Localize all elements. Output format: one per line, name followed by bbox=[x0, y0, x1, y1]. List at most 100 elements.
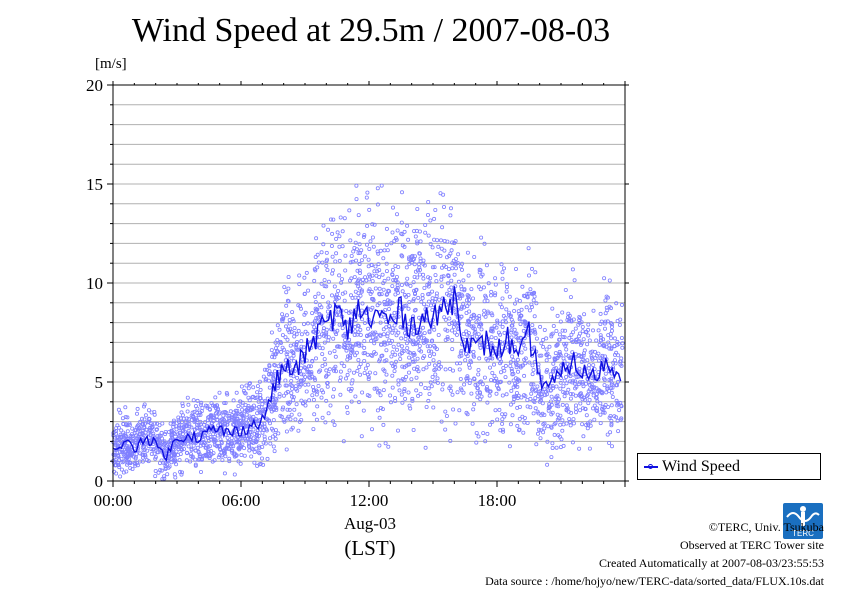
data-point bbox=[412, 308, 417, 313]
data-point bbox=[382, 315, 387, 320]
data-point bbox=[117, 437, 122, 442]
data-point bbox=[416, 393, 421, 398]
data-point bbox=[390, 267, 395, 272]
data-point bbox=[163, 429, 168, 434]
data-point bbox=[332, 422, 337, 427]
data-point bbox=[317, 303, 322, 308]
data-point bbox=[338, 392, 343, 397]
data-point bbox=[410, 396, 415, 401]
data-point bbox=[506, 312, 511, 317]
data-point bbox=[564, 347, 569, 352]
data-point bbox=[384, 261, 389, 266]
data-point bbox=[301, 400, 306, 405]
data-point bbox=[239, 407, 244, 412]
data-point bbox=[449, 320, 454, 325]
data-point bbox=[163, 432, 168, 437]
data-point bbox=[545, 351, 550, 356]
data-point bbox=[127, 422, 132, 427]
data-point bbox=[454, 361, 459, 366]
data-point bbox=[331, 336, 336, 341]
data-point bbox=[586, 327, 591, 332]
data-point bbox=[592, 417, 597, 422]
data-point bbox=[356, 277, 361, 282]
data-point bbox=[358, 293, 363, 298]
data-point bbox=[504, 289, 509, 294]
data-point bbox=[303, 382, 308, 387]
data-point bbox=[159, 458, 164, 463]
data-point bbox=[173, 458, 178, 463]
data-point bbox=[149, 410, 154, 415]
data-point bbox=[234, 440, 239, 445]
x-tick-label: 00:00 bbox=[94, 491, 133, 510]
data-point bbox=[119, 449, 124, 454]
data-point bbox=[285, 400, 290, 405]
data-point bbox=[255, 411, 260, 416]
data-point bbox=[393, 328, 398, 333]
data-point bbox=[404, 363, 409, 368]
data-point bbox=[270, 434, 275, 439]
data-point bbox=[442, 248, 447, 253]
data-point bbox=[477, 324, 482, 329]
data-point bbox=[333, 259, 338, 264]
data-point bbox=[407, 257, 412, 262]
data-point bbox=[504, 392, 509, 397]
data-point bbox=[539, 353, 544, 358]
data-point bbox=[277, 392, 282, 397]
data-point bbox=[378, 405, 383, 410]
data-point bbox=[616, 429, 621, 434]
data-point bbox=[191, 398, 196, 403]
data-point bbox=[511, 358, 516, 363]
data-point bbox=[449, 285, 454, 290]
data-point bbox=[388, 301, 393, 306]
data-point bbox=[134, 411, 139, 416]
data-point bbox=[257, 379, 262, 384]
data-point bbox=[574, 410, 579, 415]
data-point bbox=[540, 411, 545, 416]
data-point bbox=[416, 369, 421, 374]
data-point bbox=[286, 274, 291, 279]
data-point bbox=[185, 451, 190, 456]
data-point bbox=[470, 296, 475, 301]
data-point bbox=[198, 402, 203, 407]
data-point bbox=[321, 328, 326, 333]
data-point bbox=[572, 278, 577, 283]
data-point bbox=[355, 323, 360, 328]
data-point bbox=[325, 309, 330, 314]
data-point bbox=[113, 442, 118, 447]
data-point bbox=[153, 468, 158, 473]
data-point bbox=[569, 318, 574, 323]
data-point bbox=[434, 347, 439, 352]
data-point bbox=[578, 408, 583, 413]
data-point bbox=[320, 260, 325, 265]
data-point bbox=[453, 421, 458, 426]
data-point bbox=[242, 446, 247, 451]
data-point bbox=[128, 466, 133, 471]
data-point bbox=[348, 238, 353, 243]
data-point bbox=[427, 280, 432, 285]
data-point bbox=[385, 331, 390, 336]
data-point bbox=[445, 335, 450, 340]
data-point bbox=[179, 472, 184, 477]
data-point bbox=[555, 355, 560, 360]
data-point bbox=[616, 379, 621, 384]
data-point bbox=[471, 353, 476, 358]
data-point bbox=[399, 220, 404, 225]
data-point bbox=[408, 339, 413, 344]
data-point bbox=[374, 332, 379, 337]
data-point bbox=[321, 223, 326, 228]
data-point bbox=[411, 338, 416, 343]
data-point bbox=[189, 425, 194, 430]
data-point bbox=[613, 352, 618, 357]
data-point bbox=[528, 396, 533, 401]
data-point bbox=[418, 256, 423, 261]
data-point bbox=[353, 394, 358, 399]
data-point bbox=[386, 276, 391, 281]
data-point bbox=[198, 469, 203, 474]
data-point bbox=[229, 436, 234, 441]
data-point bbox=[289, 427, 294, 432]
data-point bbox=[390, 284, 395, 289]
data-point bbox=[390, 272, 395, 277]
data-point bbox=[459, 267, 464, 272]
data-point bbox=[257, 451, 262, 456]
data-point bbox=[422, 302, 427, 307]
